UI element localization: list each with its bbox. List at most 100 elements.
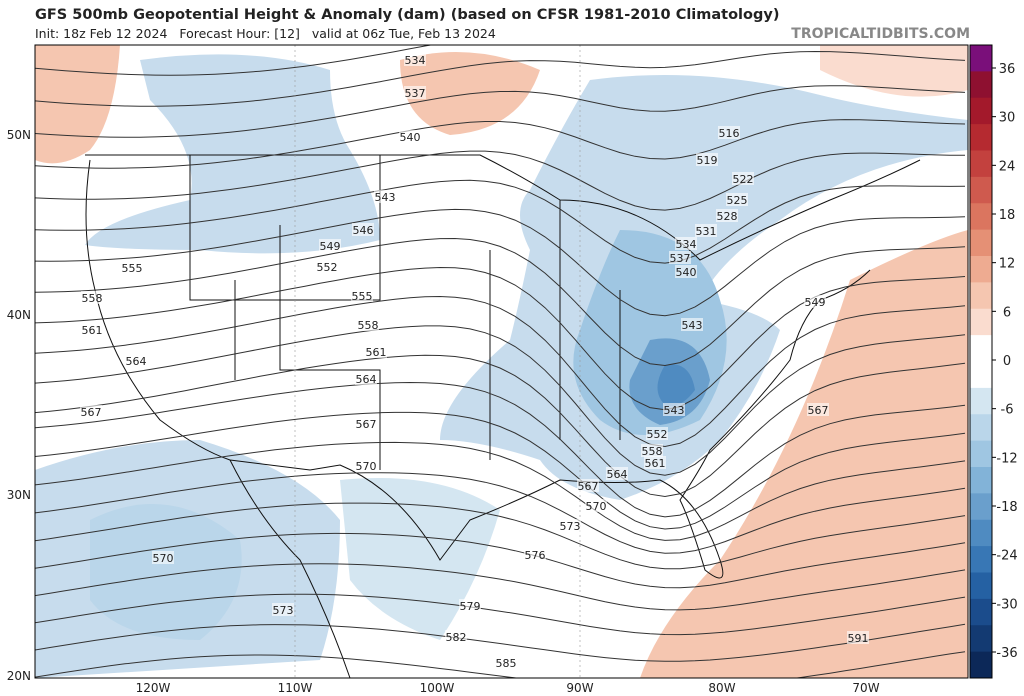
colorbar-cell <box>970 308 992 336</box>
contour-label-bg <box>355 459 377 472</box>
contour-label: 534 <box>676 238 697 251</box>
colorbar-label: -36 <box>996 646 1017 661</box>
contour-label: 564 <box>356 373 377 386</box>
contour-line <box>35 150 966 211</box>
contour-label-bg <box>404 53 426 66</box>
contour-label-bg <box>355 417 377 430</box>
colorbar-cell <box>970 493 992 521</box>
contour-label-bg <box>669 251 691 264</box>
contour-label: 558 <box>82 292 103 305</box>
contour-label-bg <box>716 209 738 222</box>
contour-line <box>35 45 434 76</box>
contour-label-bg <box>355 372 377 385</box>
colorbar-cell <box>970 97 992 125</box>
lat-label: 40N <box>7 308 31 322</box>
contour-label: 525 <box>727 194 748 207</box>
contour-line <box>35 85 966 138</box>
contour-label: 555 <box>122 262 143 275</box>
contour-label: 576 <box>525 549 546 562</box>
contour-label-bg <box>524 548 546 561</box>
lon-label: 90W <box>566 681 593 695</box>
contour-label: 519 <box>697 154 718 167</box>
colorbar-cell <box>970 546 992 573</box>
contour-label: 573 <box>273 604 294 617</box>
contour-label-bg <box>352 223 374 236</box>
contour-label-bg <box>804 295 826 308</box>
colorbar-cell <box>970 124 992 151</box>
contour-label-bg <box>121 261 143 274</box>
title: GFS 500mb Geopotential Height & Anomaly … <box>35 7 779 23</box>
colorbar-cell <box>970 361 992 389</box>
contour-label-bg <box>319 239 341 252</box>
colorbar-label: 0 <box>1003 354 1011 369</box>
contour-label: 516 <box>719 127 740 140</box>
colorbar-cell <box>970 387 992 415</box>
contour-label: 531 <box>696 225 717 238</box>
contour-label-bg <box>585 499 607 512</box>
contour-label-bg <box>81 323 103 336</box>
contour-label-bg <box>272 603 294 616</box>
colorbar-label: 30 <box>999 111 1016 126</box>
contour-line <box>35 532 966 589</box>
contour-label: 561 <box>82 324 103 337</box>
colorbar-cell <box>970 414 992 442</box>
contour-label-bg <box>644 456 666 469</box>
contour-label: 552 <box>647 428 668 441</box>
contour-label: 522 <box>733 173 754 186</box>
contour-line <box>35 354 966 498</box>
contour-label-bg <box>726 193 748 206</box>
contour-line <box>35 563 966 611</box>
contour-label: 549 <box>805 296 826 309</box>
colorbar-cell <box>970 282 992 310</box>
contour-label-bg <box>663 403 685 416</box>
contour-label: 567 <box>808 404 829 417</box>
contour-label-bg <box>459 599 481 612</box>
contour-label-bg <box>718 126 740 139</box>
contour-label-bg <box>152 551 174 564</box>
colorbar-cell <box>970 176 992 204</box>
lat-label: 30N <box>7 488 31 502</box>
contour-label: 540 <box>400 131 421 144</box>
contour-line <box>35 237 966 367</box>
contour-line <box>35 472 966 554</box>
contour-label-bg <box>365 345 387 358</box>
height-contours <box>35 45 966 678</box>
contour-label: 558 <box>642 445 663 458</box>
colorbar-cell <box>970 651 992 679</box>
contour-label-bg <box>681 318 703 331</box>
colorbar-label: -6 <box>1001 403 1014 418</box>
contour-line <box>35 50 966 107</box>
contour-label-bg <box>404 86 426 99</box>
contour-label: 564 <box>607 468 628 481</box>
lon-label: 100W <box>420 681 455 695</box>
contour-label: 570 <box>586 500 607 513</box>
contour-line <box>35 623 966 662</box>
colorbar-label: 18 <box>999 208 1016 223</box>
contour-label: 528 <box>717 210 738 223</box>
contour-label: 540 <box>676 266 697 279</box>
colorbar-cell <box>970 572 992 600</box>
contour-line <box>35 325 966 476</box>
contour-label: 561 <box>645 457 666 470</box>
contour-line <box>35 208 966 317</box>
colorbar-cell <box>970 598 992 626</box>
contour-label: 567 <box>578 480 599 493</box>
colorbar-cell <box>970 625 992 653</box>
contour-label: 552 <box>317 261 338 274</box>
colorbar-label: -30 <box>996 597 1017 612</box>
contour-line <box>35 651 966 678</box>
contour-line <box>35 119 966 169</box>
contour-label-bg <box>641 444 663 457</box>
contour-line <box>35 179 966 264</box>
contour-label-bg <box>374 190 396 203</box>
contour-label: 573 <box>560 520 581 533</box>
colorbar-cell <box>970 335 992 362</box>
contour-label-bg <box>495 656 517 669</box>
colorbar-label: 12 <box>999 257 1016 272</box>
contour-label: 567 <box>81 406 102 419</box>
contour-label-bg <box>445 630 467 643</box>
colorbar-cell <box>970 71 992 99</box>
lon-label: 120W <box>136 681 171 695</box>
